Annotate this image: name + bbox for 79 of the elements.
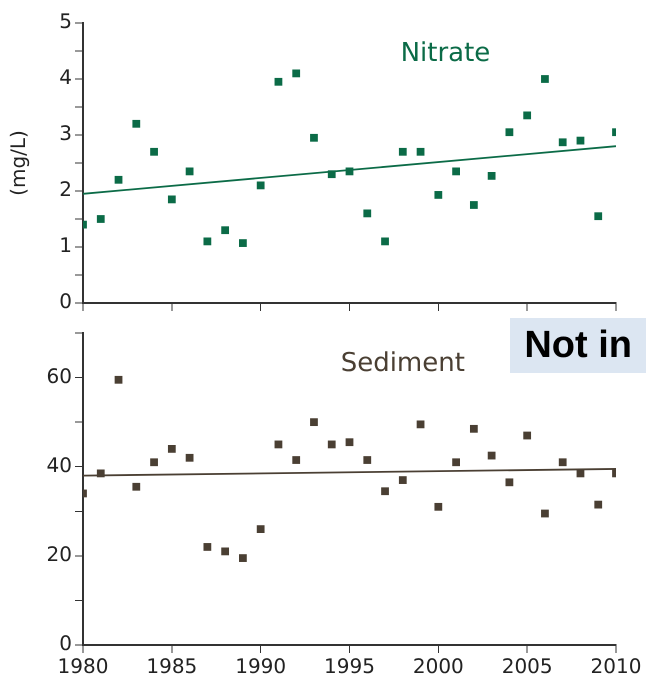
- y-tick-label: 0: [59, 631, 72, 656]
- point: [186, 454, 194, 462]
- y-tick-label: 60: [46, 364, 72, 388]
- x-tick-label: 1995: [324, 654, 375, 678]
- point: [434, 191, 442, 199]
- point: [506, 128, 514, 136]
- point: [558, 138, 567, 146]
- point: [168, 444, 176, 453]
- point: [363, 210, 372, 218]
- point: [594, 500, 602, 508]
- point: [488, 172, 496, 180]
- point: [488, 452, 496, 460]
- point: [470, 201, 478, 209]
- text: Sediment: [340, 348, 465, 378]
- point: [203, 543, 212, 551]
- point: [452, 168, 460, 176]
- point: [203, 238, 212, 246]
- point: [274, 78, 282, 86]
- x-tick-label: 1985: [146, 654, 198, 678]
- point: [168, 196, 176, 204]
- point: [150, 148, 158, 156]
- point: [452, 458, 460, 466]
- y-axis-title: (mg/L): [6, 130, 30, 196]
- point: [132, 482, 140, 491]
- point: [221, 226, 230, 234]
- point: [256, 182, 265, 190]
- point: [470, 424, 478, 433]
- point: [96, 215, 105, 223]
- point: [256, 525, 265, 534]
- point: [381, 487, 389, 496]
- point: [594, 212, 602, 220]
- text: Nitrate: [400, 38, 490, 68]
- point: [96, 470, 105, 478]
- point: [541, 75, 549, 83]
- x-tick-label: 2000: [412, 654, 464, 678]
- point: [398, 148, 407, 156]
- point: [114, 176, 122, 184]
- point: [416, 420, 424, 428]
- point: [274, 440, 282, 448]
- point: [239, 554, 247, 562]
- point: [346, 438, 354, 446]
- y-tick-label: 0: [59, 289, 72, 314]
- point: [363, 456, 372, 464]
- y-tick-label: 3: [59, 121, 72, 146]
- point: [346, 168, 354, 176]
- y-tick-label: 5: [59, 9, 72, 34]
- point: [398, 476, 407, 484]
- x-tick-label: 1980: [58, 654, 108, 678]
- point: [292, 70, 300, 78]
- point: [523, 112, 532, 120]
- point: [239, 239, 247, 247]
- point: [150, 458, 158, 466]
- point: [292, 456, 300, 464]
- point: [186, 168, 194, 176]
- point: [114, 376, 122, 384]
- point: [310, 134, 318, 142]
- point: [416, 148, 424, 156]
- y-tick-label: 40: [46, 452, 72, 477]
- point: [541, 510, 549, 518]
- y-tick-label: 1: [59, 233, 72, 258]
- annotation: Not in: [510, 318, 646, 373]
- point: [221, 548, 230, 556]
- point: [310, 418, 318, 426]
- point: [132, 120, 140, 128]
- point: [381, 238, 389, 246]
- point: [328, 170, 336, 178]
- x-tick-label: 2005: [502, 654, 553, 678]
- x-tick-label: 2010: [590, 654, 642, 678]
- y-tick-label: 4: [59, 65, 72, 90]
- point: [506, 478, 514, 486]
- y-tick-label: 20: [46, 542, 72, 566]
- point: [558, 458, 567, 466]
- y-tick-label: 2: [59, 177, 72, 202]
- point: [576, 470, 584, 478]
- point: [328, 440, 336, 448]
- point: [434, 502, 442, 511]
- point: [576, 136, 584, 144]
- point: [523, 432, 532, 440]
- x-tick-label: 1990: [235, 654, 286, 678]
